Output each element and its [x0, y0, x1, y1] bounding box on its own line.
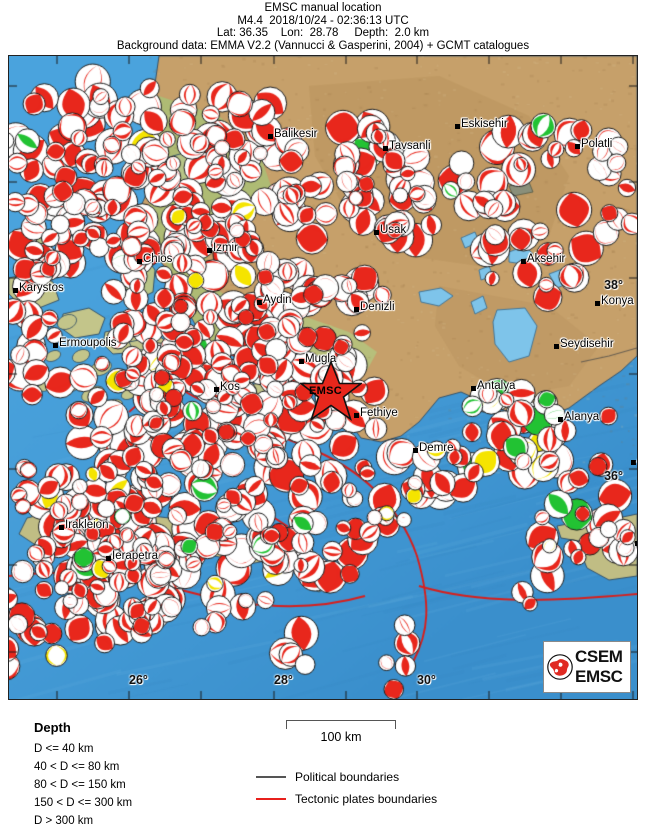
- scale-bar-graphic: [286, 720, 396, 729]
- boundary-legend: Political boundaries Tectonic plates bou…: [256, 766, 437, 810]
- city-label: Anam: [637, 454, 638, 466]
- political-line-swatch: [256, 776, 286, 778]
- boundary-row-political: Political boundaries: [256, 766, 437, 788]
- depth-legend-title: Depth: [34, 720, 71, 735]
- map-header: EMSC manual location M4.4 2018/10/24 - 0…: [0, 0, 646, 52]
- legend-area: Depth D <= 40 km 40 < D <= 80 km 80 < D …: [0, 706, 646, 827]
- header-line-coords: Lat: 36.35 Lon: 28.78 Depth: 2.0 km: [216, 27, 430, 40]
- tectonic-line-swatch: [256, 798, 286, 800]
- scale-bar: 100 km: [286, 720, 396, 744]
- scale-bar-label: 100 km: [320, 730, 362, 744]
- depth-row-2: 80 < D <= 150 km: [34, 779, 126, 791]
- globe-icon: [547, 654, 573, 680]
- logo-csem: CSEM: [575, 647, 623, 666]
- header-line-magnitude: M4.4 2018/10/24 - 02:36:13 UTC: [237, 14, 409, 27]
- depth-row-1: 40 < D <= 80 km: [34, 761, 120, 773]
- depth-row-4: D > 300 km: [34, 815, 94, 827]
- header-line-source: Background data: EMMA V2.2 (Vannucci & G…: [116, 39, 530, 52]
- logo-emsc: EMSC: [575, 667, 623, 686]
- emsc-logo: CSEM EMSC: [543, 641, 631, 693]
- header-line-title: EMSC manual location: [264, 2, 382, 14]
- tectonic-line-label: Tectonic plates boundaries: [295, 792, 438, 806]
- boundary-row-tectonic: Tectonic plates boundaries: [256, 788, 437, 810]
- depth-legend: Depth D <= 40 km 40 < D <= 80 km 80 < D …: [34, 720, 132, 830]
- map-canvas[interactable]: [9, 56, 637, 699]
- depth-row-3: 150 < D <= 300 km: [34, 797, 133, 809]
- depth-row-0: D <= 40 km: [34, 743, 94, 755]
- map-panel[interactable]: Balikesir Tavsanli Eskisehir Polatli Karysto…: [8, 55, 638, 700]
- political-line-label: Political boundaries: [295, 770, 400, 784]
